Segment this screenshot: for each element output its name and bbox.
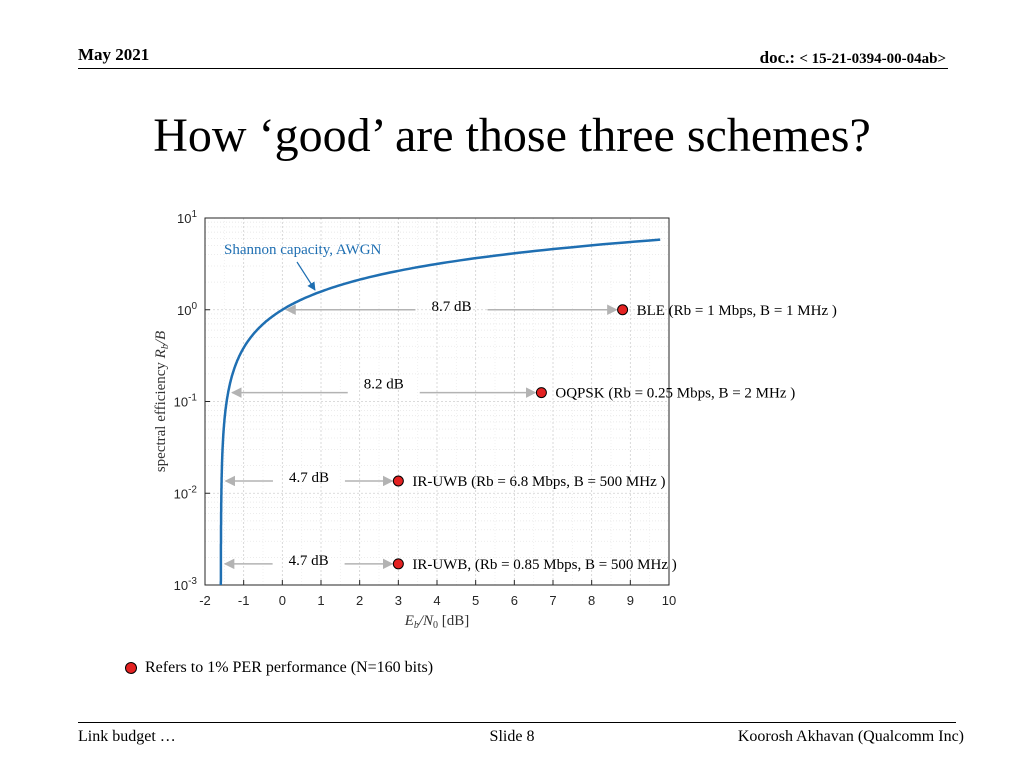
x-tick-label: 5 — [472, 593, 479, 608]
point-label: BLE (Rb = 1 Mbps, B = 1 MHz ) — [637, 303, 837, 319]
x-tick-label: 2 — [356, 593, 363, 608]
doc-number: < 15-21-0394-00-04ab> — [799, 51, 946, 67]
header-date: May 2021 — [78, 45, 150, 64]
point-label: OQPSK (Rb = 0.25 Mbps, B = 2 MHz ) — [555, 386, 795, 402]
spectral-efficiency-chart: -2 -1 0 1 2 3 4 5 6 7 8 9 10 10-3 10-2 10-1 100 101 Eb/N0 … — [153, 209, 837, 631]
point-label: IR-UWB, (Rb = 0.85 Mbps, B = 500 MHz ) — [412, 557, 676, 573]
shannon-curve-label: Shannon capacity, AWGN — [224, 242, 382, 258]
gap-label: 8.2 dB — [364, 377, 404, 393]
doc-prefix: doc.: — [759, 48, 800, 67]
x-tick-label: 7 — [549, 593, 556, 608]
header-doc-id: doc.: < 15-21-0394-00-04ab> — [760, 48, 946, 68]
data-point — [535, 387, 547, 399]
y-tick-label: 10-1 — [174, 393, 198, 410]
y-axis-label: spectral efficiency Rb/B — [153, 331, 171, 472]
shannon-curve-pointer — [296, 261, 316, 291]
legend-note-text: Refers to 1% PER performance (N=160 bits… — [145, 659, 434, 676]
x-tick-label: 8 — [588, 593, 595, 608]
gap-label: 4.7 dB — [289, 470, 329, 486]
footer-rule — [78, 722, 956, 723]
gap-label: 4.7 dB — [289, 553, 329, 569]
header-rule — [78, 68, 948, 69]
x-tick-label: 10 — [662, 593, 676, 608]
gap-label: 8.7 dB — [431, 299, 471, 315]
x-tick-label: 0 — [279, 593, 286, 608]
data-point — [617, 304, 629, 316]
footer-author: Koorosh Akhavan (Qualcomm Inc) — [737, 728, 964, 745]
slide-title: How ‘good’ are those three schemes? — [153, 109, 871, 162]
x-tick-label: 1 — [317, 593, 324, 608]
x-tick-label: 3 — [395, 593, 402, 608]
x-tick-label: -2 — [199, 593, 211, 608]
x-tick-label: 4 — [433, 593, 440, 608]
red-dot-icon — [125, 662, 137, 674]
y-tick-label: 100 — [177, 301, 197, 318]
footer-left: Link budget … — [78, 728, 176, 745]
footer-slide-number: Slide 8 — [489, 728, 535, 745]
shannon-curve-line — [219, 238, 661, 585]
x-tick-label: 9 — [627, 593, 634, 608]
data-point — [392, 475, 404, 487]
y-tick-label: 101 — [177, 209, 197, 226]
x-tick-label: 6 — [511, 593, 518, 608]
x-axis-label: Eb/N0 [dB] — [404, 613, 470, 631]
x-tick-label: -1 — [238, 593, 250, 608]
legend-note: Refers to 1% PER performance (N=160 bits… — [125, 659, 433, 677]
y-tick-label: 10-2 — [174, 484, 198, 501]
data-point — [392, 558, 404, 570]
point-label: IR-UWB (Rb = 6.8 Mbps, B = 500 MHz ) — [412, 474, 665, 490]
y-tick-label: 10-3 — [174, 576, 198, 593]
